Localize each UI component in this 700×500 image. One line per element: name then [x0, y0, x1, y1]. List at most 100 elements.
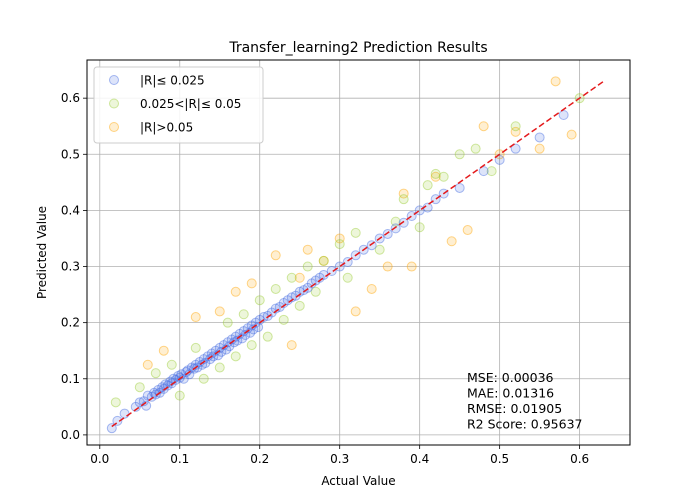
- data-point: [278, 298, 289, 309]
- data-point: [198, 373, 209, 384]
- data-point: [314, 272, 325, 283]
- y-axis-label: Predicted Value: [35, 206, 49, 299]
- data-point: [218, 340, 229, 351]
- data-point: [262, 331, 273, 342]
- data-point: [262, 310, 273, 321]
- data-point: [174, 390, 185, 401]
- data-point: [182, 365, 193, 376]
- data-point: [310, 286, 321, 297]
- data-point: [174, 372, 185, 383]
- data-point: [110, 397, 121, 408]
- data-point: [134, 382, 145, 393]
- metric-text: MSE: 0.00036: [467, 370, 554, 385]
- y-tick-label: 0.6: [61, 91, 80, 105]
- data-point: [454, 182, 465, 193]
- data-point: [162, 380, 173, 391]
- data-point: [246, 278, 257, 289]
- data-point: [374, 244, 385, 255]
- data-point: [454, 149, 465, 160]
- x-tick-label: 0.1: [170, 452, 189, 466]
- data-point: [238, 309, 249, 320]
- y-tick-label: 0.5: [61, 147, 80, 161]
- data-point: [406, 211, 417, 222]
- data-point: [302, 261, 313, 272]
- data-point: [350, 306, 361, 317]
- y-tick-label: 0.3: [61, 260, 80, 274]
- data-point: [214, 306, 225, 317]
- data-point: [270, 303, 281, 314]
- data-point: [192, 362, 203, 373]
- data-point: [398, 217, 409, 228]
- data-point: [290, 290, 301, 301]
- data-point: [438, 171, 449, 182]
- legend-label: |R|≤ 0.025: [140, 74, 205, 88]
- x-tick-label: 0.2: [250, 452, 269, 466]
- reference-line: [111, 79, 606, 428]
- data-point: [230, 351, 241, 362]
- data-point: [210, 345, 221, 356]
- data-point: [350, 227, 361, 238]
- data-points: [106, 76, 585, 434]
- data-point: [150, 368, 161, 379]
- data-point: [342, 272, 353, 283]
- legend-label: |R|>0.05: [140, 121, 193, 135]
- x-tick-label: 0.4: [410, 452, 429, 466]
- metric-text: R2 Score: 0.95637: [467, 417, 583, 432]
- y-tick-label: 0.0: [61, 428, 80, 442]
- data-point: [414, 222, 425, 233]
- legend-label: 0.025<|R|≤ 0.05: [140, 97, 241, 111]
- data-point: [398, 194, 409, 205]
- data-point: [318, 255, 329, 266]
- data-point: [190, 342, 201, 353]
- data-point: [510, 126, 521, 137]
- data-point: [486, 166, 497, 177]
- data-point: [470, 143, 481, 154]
- x-axis-label: Actual Value: [321, 474, 395, 488]
- data-point: [130, 401, 141, 412]
- data-point: [298, 285, 309, 296]
- data-point: [406, 261, 417, 272]
- legend-marker: [109, 98, 119, 109]
- data-point: [478, 166, 489, 177]
- legend-box: [93, 66, 264, 144]
- data-point: [222, 317, 233, 328]
- data-point: [190, 312, 201, 323]
- data-point: [166, 359, 177, 370]
- data-point: [534, 143, 545, 154]
- data-point: [318, 255, 329, 266]
- data-point: [382, 228, 393, 239]
- data-point: [254, 295, 265, 306]
- data-point: [119, 408, 130, 419]
- data-point: [334, 239, 345, 250]
- data-point: [390, 216, 401, 227]
- y-tick-label: 0.2: [61, 316, 80, 330]
- data-point: [142, 359, 153, 370]
- data-point: [366, 240, 377, 251]
- data-point: [534, 132, 545, 143]
- chart-title: Transfer_learning2 Prediction Results: [228, 40, 487, 56]
- data-point: [246, 340, 257, 351]
- y-tick-label: 0.1: [61, 372, 80, 386]
- data-point: [170, 374, 181, 385]
- data-point: [382, 261, 393, 272]
- x-tick-label: 0.3: [330, 452, 349, 466]
- data-point: [334, 233, 345, 244]
- data-point: [146, 391, 157, 402]
- data-point: [366, 283, 377, 294]
- data-point: [229, 337, 240, 348]
- data-point: [422, 180, 433, 191]
- data-point: [294, 300, 305, 311]
- metric-text: RMSE: 0.01905: [467, 401, 562, 416]
- data-point: [266, 307, 277, 318]
- data-point: [510, 121, 521, 132]
- data-point: [270, 250, 281, 261]
- data-point: [230, 286, 241, 297]
- data-point: [286, 340, 297, 351]
- data-point: [150, 389, 161, 400]
- data-point: [142, 390, 153, 401]
- data-point: [510, 143, 521, 154]
- data-point: [158, 383, 169, 394]
- data-point: [158, 345, 169, 356]
